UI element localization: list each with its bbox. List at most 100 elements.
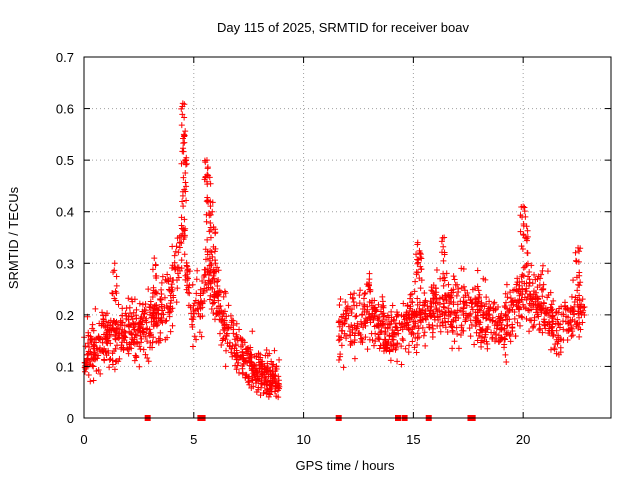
data-point-879 <box>96 335 103 342</box>
data-point-1419 <box>560 326 567 333</box>
data-point-869 <box>114 342 121 349</box>
data-point-525 <box>172 265 179 272</box>
data-point-1415 <box>523 288 530 295</box>
data-point-1864 <box>469 306 476 313</box>
data-point-656 <box>104 310 111 317</box>
data-point-1812 <box>435 316 442 323</box>
data-point-1289 <box>551 345 558 352</box>
data-point-1767 <box>441 312 448 319</box>
data-point-720 <box>136 300 143 307</box>
data-point-1680 <box>554 316 561 323</box>
data-point-1892 <box>476 326 483 333</box>
data-point-669 <box>203 281 210 288</box>
y-tick-label: 0.4 <box>56 205 74 220</box>
data-point-751 <box>209 285 216 292</box>
data-point-1775 <box>341 330 348 337</box>
axis-ticks <box>83 56 611 419</box>
data-point-13 <box>220 293 227 300</box>
data-point-478 <box>175 264 182 271</box>
data-point-1846 <box>508 298 515 305</box>
data-point-1800 <box>479 337 486 344</box>
data-point-1366 <box>381 330 388 337</box>
data-point-602 <box>250 370 257 377</box>
data-point-1093 <box>458 265 465 272</box>
data-point-726 <box>98 322 105 329</box>
data-point-2053 <box>575 244 582 251</box>
data-point-1825 <box>546 330 553 337</box>
data-point-1765 <box>504 322 511 329</box>
data-point-1645 <box>460 305 467 312</box>
data-point-761 <box>164 334 171 341</box>
data-point-2028 <box>417 285 424 292</box>
data-point-1469 <box>469 286 476 293</box>
data-point-2042 <box>366 270 373 277</box>
data-point-1754 <box>393 309 400 316</box>
data-point-1274 <box>422 298 429 305</box>
data-point-822 <box>150 334 157 341</box>
data-point-438 <box>203 218 210 225</box>
data-point-472 <box>140 314 147 321</box>
data-point-763 <box>173 299 180 306</box>
data-point-470 <box>210 275 217 282</box>
data-point-1470 <box>361 301 368 308</box>
data-point-1841 <box>560 311 567 318</box>
data-point-1868 <box>524 260 531 267</box>
data-point-1813 <box>539 262 546 269</box>
data-point-640 <box>130 339 137 346</box>
data-point-865 <box>134 340 141 347</box>
data-point-1814 <box>335 337 342 344</box>
data-point-1898 <box>509 328 516 335</box>
data-point-891 <box>247 351 254 358</box>
data-point-808 <box>92 350 99 357</box>
data-point-325 <box>99 339 106 346</box>
data-point-714 <box>100 312 107 319</box>
data-point-634 <box>200 273 207 280</box>
data-point-1465 <box>548 301 555 308</box>
data-point-857 <box>184 271 191 278</box>
data-point-1642 <box>501 303 508 310</box>
data-point-1345 <box>375 301 382 308</box>
data-point-1910 <box>179 100 186 107</box>
data-point-1670 <box>449 328 456 335</box>
data-point-1233 <box>552 341 559 348</box>
data-point-1847 <box>445 293 452 300</box>
data-point-1617 <box>502 336 509 343</box>
data-point-674 <box>116 334 123 341</box>
data-point-1925 <box>182 179 189 186</box>
chart-title: Day 115 of 2025, SRMTID for receiver boa… <box>217 20 469 35</box>
data-point-1084 <box>536 321 543 328</box>
data-point-745 <box>186 282 193 289</box>
data-point-742 <box>87 361 94 368</box>
data-point-350 <box>229 353 236 360</box>
data-point-1635 <box>416 316 423 323</box>
data-point-1518 <box>460 312 467 319</box>
data-point-852 <box>229 317 236 324</box>
data-point-527 <box>154 321 161 328</box>
data-point-2049 <box>572 257 579 264</box>
data-point-2050 <box>572 249 579 256</box>
data-point-1658 <box>483 310 490 317</box>
data-point-734 <box>85 371 92 378</box>
data-point-1143 <box>351 339 358 346</box>
data-point-1633 <box>344 303 351 310</box>
data-point-1676 <box>342 315 349 322</box>
data-point-1729 <box>418 309 425 316</box>
data-point-427 <box>198 333 205 340</box>
data-point-511 <box>203 286 210 293</box>
data-point-905 <box>503 358 510 365</box>
data-point-636 <box>259 358 266 365</box>
data-point-652 <box>194 267 201 274</box>
data-point-647 <box>102 348 109 355</box>
data-point-1711 <box>526 268 533 275</box>
data-point-352 <box>193 276 200 283</box>
data-point-1622 <box>455 288 462 295</box>
data-point-724 <box>101 357 108 364</box>
data-point-2061 <box>113 273 120 280</box>
data-point-598 <box>169 322 176 329</box>
data-point-988 <box>371 323 378 330</box>
data-point-2052 <box>576 248 583 255</box>
data-point-1531 <box>491 299 498 306</box>
data-point-1866 <box>410 331 417 338</box>
data-point-730 <box>104 324 111 331</box>
data-point-1610 <box>444 329 451 336</box>
